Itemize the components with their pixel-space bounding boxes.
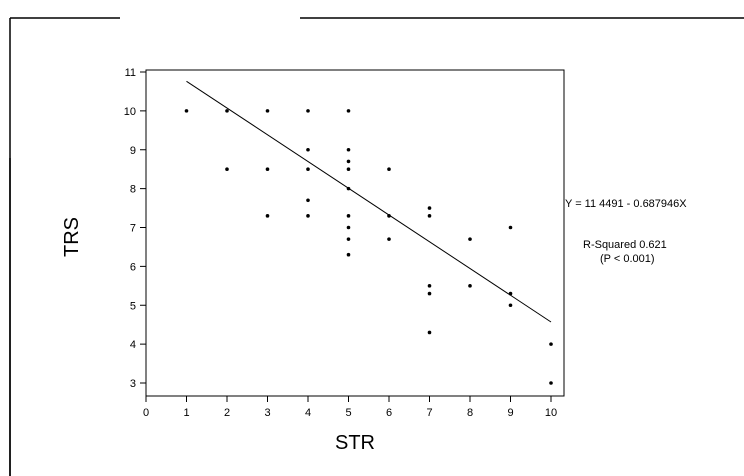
data-point xyxy=(427,330,432,335)
data-point xyxy=(468,237,472,241)
plot-frame xyxy=(145,69,565,397)
regression-line xyxy=(186,80,552,323)
axis-ticks xyxy=(140,71,552,402)
data-point xyxy=(346,225,351,230)
data-point xyxy=(346,109,351,113)
x-tick-label: 2 xyxy=(224,407,230,419)
x-tick-label: 7 xyxy=(426,407,432,419)
points-layer xyxy=(184,109,553,385)
data-point xyxy=(387,237,391,241)
y-tick-label: 5 xyxy=(130,300,136,312)
data-point xyxy=(306,198,310,203)
data-point xyxy=(184,109,189,113)
data-point xyxy=(508,291,513,296)
y-tick-label: 11 xyxy=(125,67,136,79)
y-tick-label: 6 xyxy=(130,261,136,273)
data-point xyxy=(468,284,472,288)
figure-border xyxy=(9,17,744,476)
x-tick-label: 5 xyxy=(345,407,351,419)
x-axis-title: STR xyxy=(335,432,375,454)
data-point xyxy=(306,147,310,152)
data-point xyxy=(346,214,351,218)
r-squared-label: R-Squared 0.621 xyxy=(583,239,667,251)
data-point xyxy=(346,147,351,152)
x-tick-label: 10 xyxy=(545,407,557,419)
x-tick-label: 4 xyxy=(305,407,311,419)
data-point xyxy=(265,109,270,113)
x-tick-label: 1 xyxy=(183,407,189,419)
x-tick-label: 3 xyxy=(264,407,270,419)
data-point xyxy=(265,167,270,171)
y-tick-label: 8 xyxy=(130,184,136,196)
x-tick-label: 8 xyxy=(467,407,473,419)
data-point xyxy=(387,167,391,171)
data-point xyxy=(427,206,432,210)
data-point xyxy=(387,214,391,218)
data-point xyxy=(346,252,351,257)
data-point xyxy=(346,159,351,164)
data-point xyxy=(225,167,229,171)
data-point xyxy=(427,284,432,288)
data-point xyxy=(549,381,553,385)
x-tick-label: 9 xyxy=(507,407,513,419)
y-tick-label: 3 xyxy=(130,378,136,390)
y-tick-label: 9 xyxy=(130,145,136,157)
data-point xyxy=(549,342,553,346)
y-axis-title: TRS xyxy=(61,217,83,257)
data-point xyxy=(508,303,513,308)
labels-layer: 0 1 2 3 4 5 6 7 8 9 10 3 4 5 6 7 8 9 10 11 xyxy=(124,67,557,419)
regression-equation: Y = 11 4491 - 0.687946X xyxy=(565,198,687,210)
y-tick-label: 7 xyxy=(130,223,136,235)
data-point xyxy=(346,167,351,171)
data-point xyxy=(346,237,351,241)
data-point xyxy=(427,291,432,296)
data-point xyxy=(427,214,432,218)
data-point xyxy=(225,109,229,113)
y-tick-label: 4 xyxy=(130,339,136,351)
data-point xyxy=(306,214,310,218)
x-tick-label: 0 xyxy=(143,407,149,419)
data-point xyxy=(306,167,310,171)
data-point xyxy=(346,186,351,191)
data-point xyxy=(306,109,310,113)
data-point xyxy=(265,214,270,218)
p-value-label: (P < 0.001) xyxy=(600,253,655,265)
y-tick-label: 10 xyxy=(124,106,136,118)
data-point xyxy=(508,225,513,230)
x-tick-label: 6 xyxy=(386,407,392,419)
regression-layer xyxy=(186,80,552,323)
